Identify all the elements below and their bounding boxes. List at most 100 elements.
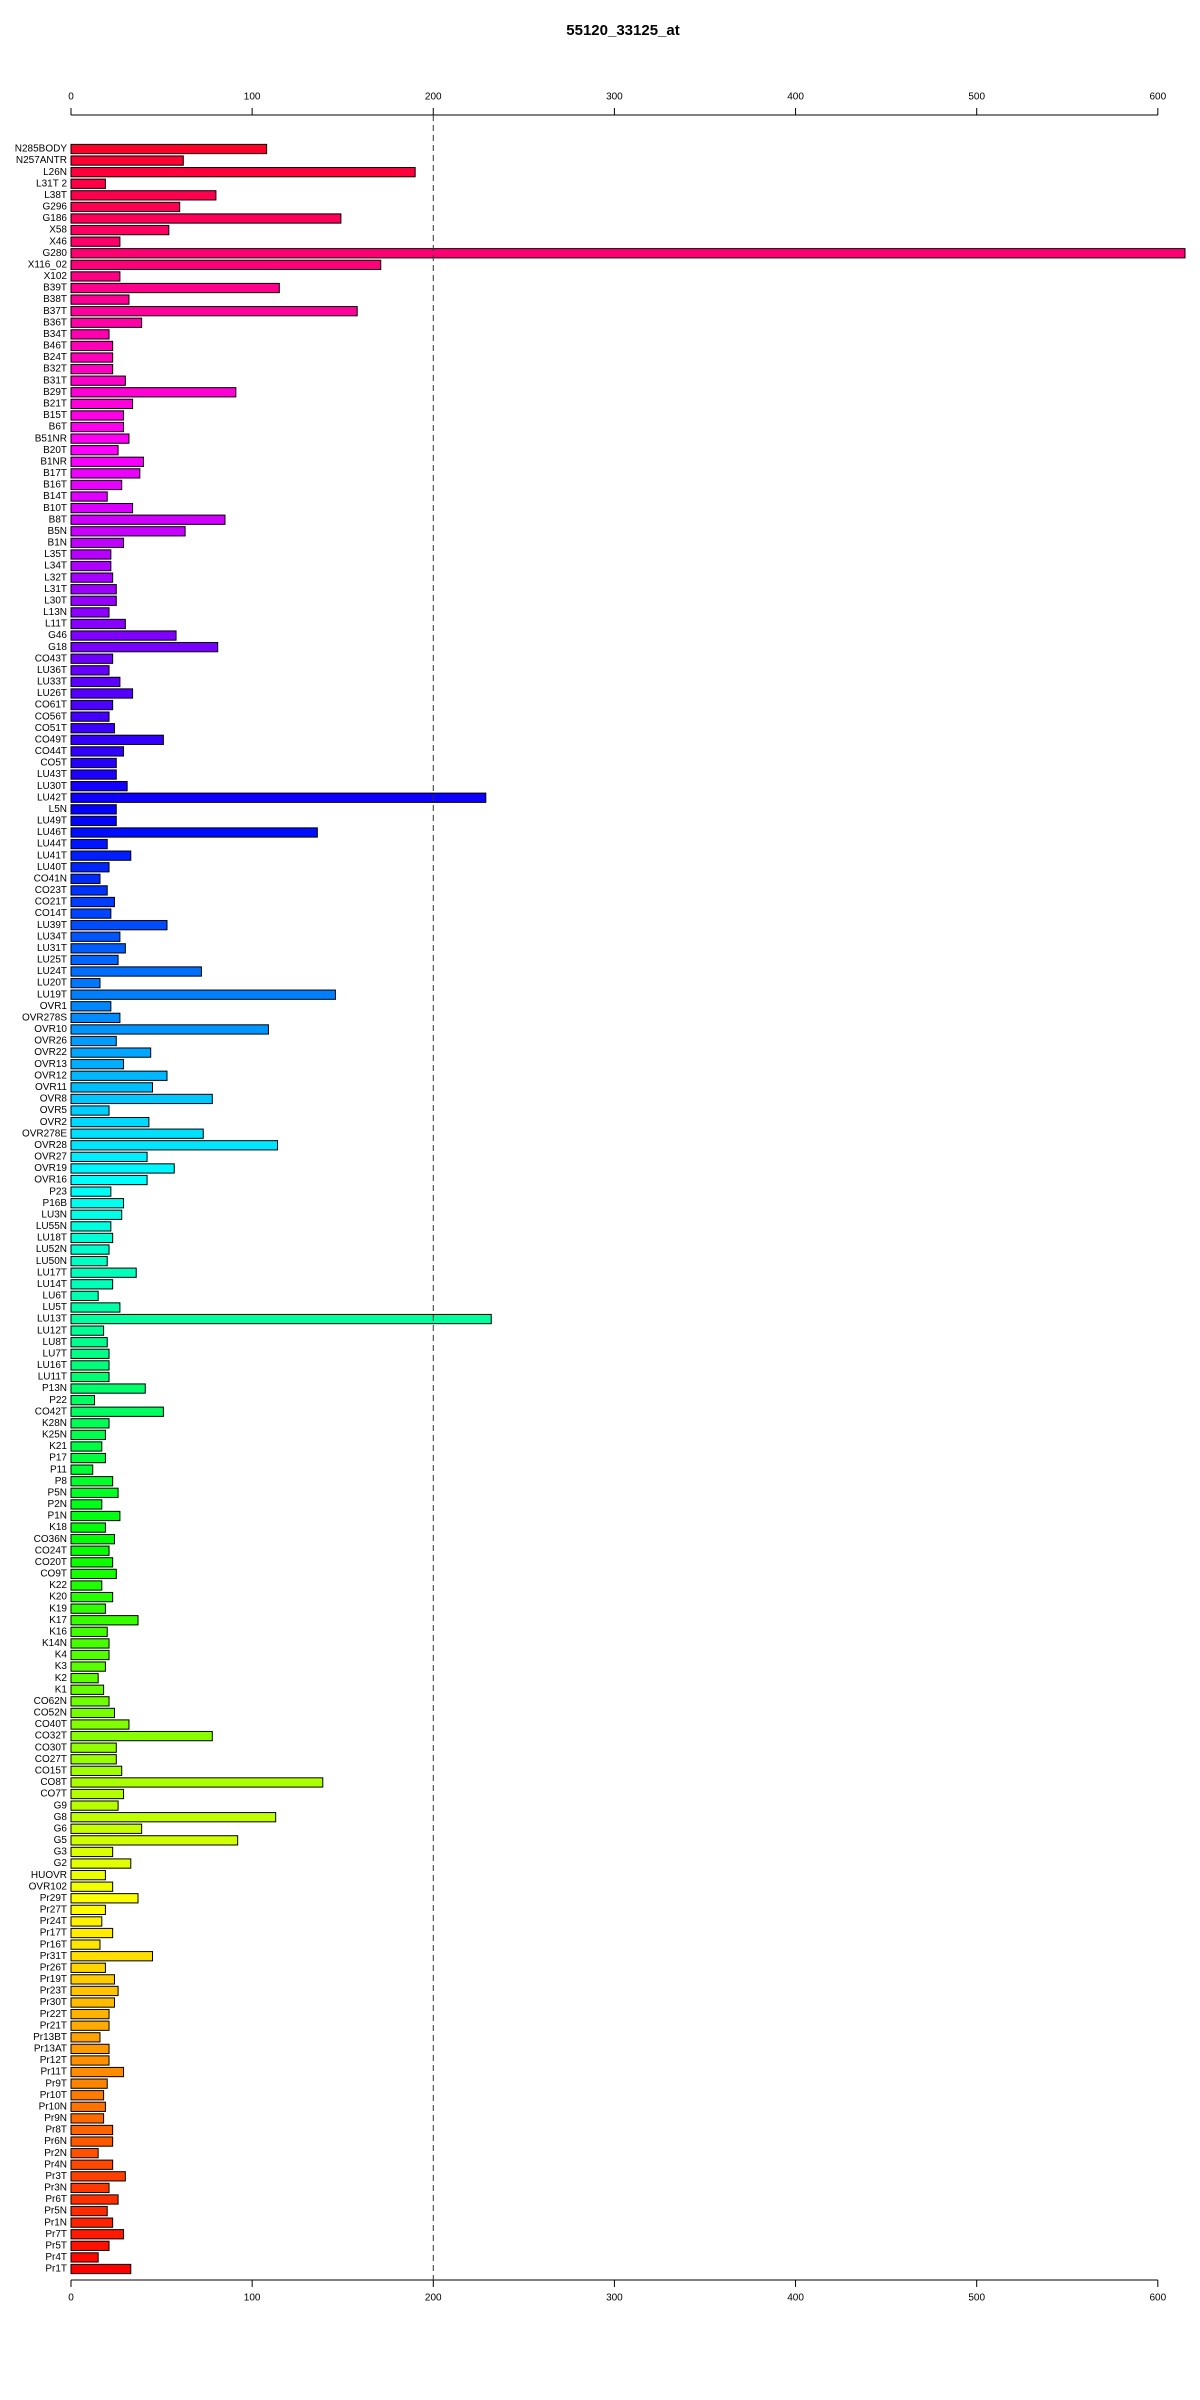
- bar: [70, 1707, 115, 1719]
- bar: [70, 699, 114, 711]
- bar: [70, 537, 125, 549]
- y-tick-label: Pr1N: [44, 2217, 67, 2228]
- y-tick-label: Pr2N: [44, 2148, 67, 2159]
- bar: [70, 723, 115, 734]
- y-tick-label: K17: [49, 1615, 67, 1626]
- y-tick-label: L30T: [44, 595, 67, 606]
- y-tick-label: G3: [54, 1847, 68, 1858]
- bar: [70, 1835, 239, 1846]
- bar: [70, 1997, 115, 2008]
- bar: [70, 1777, 324, 1788]
- y-tick-label: Pr10T: [40, 2090, 67, 2101]
- y-tick-label: CO14T: [35, 908, 67, 919]
- y-tick-label: K1: [55, 1684, 68, 1695]
- bar: [70, 2205, 108, 2217]
- y-tick-label: LU18T: [37, 1233, 67, 1244]
- y-tick-label: CO49T: [35, 734, 67, 745]
- y-tick-label: Pr24T: [40, 1916, 67, 1927]
- y-tick-label: LU17T: [37, 1267, 67, 1278]
- bar: [70, 1383, 146, 1394]
- y-tick-label: B38T: [43, 294, 67, 305]
- bar: [70, 2194, 119, 2205]
- y-tick-label: G18: [48, 642, 67, 653]
- bar: [70, 584, 117, 595]
- bar: [70, 688, 134, 699]
- x-tick-label: 200: [425, 2293, 442, 2304]
- bar: [70, 248, 1186, 259]
- bar: [70, 1823, 143, 1834]
- y-tick-label: LU49T: [37, 816, 67, 827]
- x-tick-label: 500: [968, 92, 985, 103]
- bar: [70, 1684, 105, 1695]
- y-tick-label: OVR22: [34, 1047, 67, 1058]
- y-tick-label: Pr4N: [44, 2159, 67, 2170]
- y-tick-label: Pr21T: [40, 2020, 67, 2031]
- bar: [70, 1974, 115, 1985]
- y-tick-label: P5N: [48, 1487, 67, 1498]
- bar: [70, 1499, 103, 1510]
- y-tick-label: P1N: [48, 1511, 67, 1522]
- y-tick-label: K2: [55, 1673, 68, 1684]
- bar: [70, 607, 110, 618]
- y-tick-label: Pr13AT: [34, 2044, 67, 2055]
- y-tick-label: LU3N: [41, 1209, 67, 1220]
- bar: [70, 1673, 99, 1684]
- bar: [70, 1591, 114, 1603]
- bar: [70, 259, 382, 270]
- y-tick-label: X102: [44, 271, 68, 282]
- y-tick-label: LU50N: [36, 1256, 67, 1267]
- y-tick-label: CO27T: [35, 1754, 67, 1765]
- bar: [70, 329, 110, 340]
- bar: [70, 920, 168, 931]
- y-tick-label: B39T: [43, 283, 67, 294]
- bar: [70, 1093, 213, 1105]
- bar: [70, 804, 117, 815]
- y-tick-label: B29T: [43, 387, 67, 398]
- bar: [70, 781, 128, 792]
- y-tick-label: Pr22T: [40, 2009, 67, 2020]
- bar: [70, 2020, 110, 2031]
- bar: [70, 1522, 106, 1533]
- x-tick-label: 500: [968, 2293, 985, 2304]
- bar: [70, 2090, 105, 2101]
- y-tick-label: G8: [54, 1812, 68, 1823]
- bar: [70, 479, 123, 491]
- bar: [70, 2136, 114, 2147]
- bar: [70, 433, 130, 444]
- bar: [70, 1232, 114, 1244]
- y-tick-label: CO8T: [40, 1777, 67, 1788]
- bar: [70, 618, 126, 630]
- bar: [70, 1626, 108, 1637]
- y-tick-label: CO20T: [35, 1557, 67, 1568]
- bar: [70, 421, 125, 433]
- y-tick-label: LU52N: [36, 1244, 67, 1255]
- y-tick-label: B15T: [43, 410, 67, 421]
- bar: [70, 1082, 154, 1093]
- y-tick-label: G2: [54, 1858, 68, 1869]
- y-tick-label: L35T: [44, 549, 67, 560]
- y-tick-label: B16T: [43, 480, 67, 491]
- y-tick-label: P2N: [48, 1499, 67, 1510]
- y-tick-label: Pr17T: [40, 1928, 67, 1939]
- y-tick-label: Pr27T: [40, 1905, 67, 1916]
- bar: [70, 1557, 114, 1568]
- y-tick-label: G6: [54, 1823, 68, 1834]
- bar: [70, 1893, 139, 1904]
- bar: [70, 1985, 119, 1997]
- y-tick-label: L31T: [44, 584, 67, 595]
- bar: [70, 1174, 148, 1186]
- y-tick-label: K25N: [42, 1430, 67, 1441]
- y-tick-label: LU31T: [37, 943, 67, 954]
- bar: [70, 1105, 110, 1116]
- bar: [70, 850, 132, 861]
- y-tick-label: LU33T: [37, 677, 67, 688]
- y-tick-label: LU19T: [37, 989, 67, 1000]
- bar: [70, 1325, 105, 1336]
- y-tick-label: L5N: [49, 804, 67, 815]
- bar: [70, 2101, 106, 2112]
- bar: [70, 1464, 94, 1475]
- bar: [70, 1441, 103, 1452]
- y-tick-label: B34T: [43, 329, 67, 340]
- bar: [70, 1510, 121, 1522]
